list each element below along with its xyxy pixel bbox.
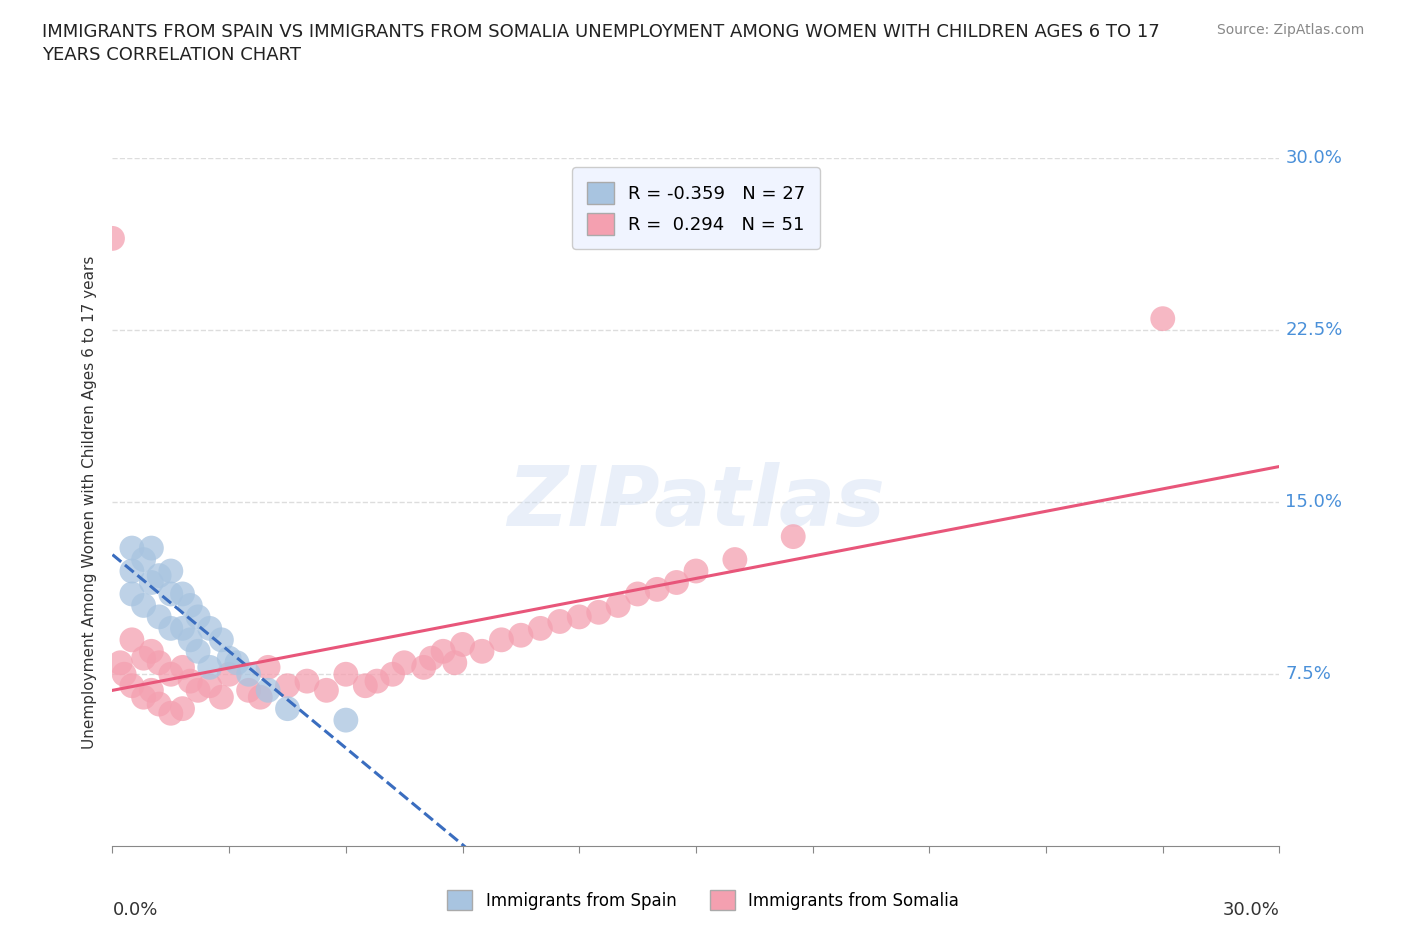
Point <box>627 587 650 602</box>
Point <box>218 667 240 682</box>
Point <box>412 660 434 675</box>
Point <box>509 628 531 643</box>
Text: ZIPatlas: ZIPatlas <box>508 461 884 543</box>
Point <box>187 609 209 624</box>
Point <box>392 656 416 671</box>
Point <box>187 644 209 658</box>
Point <box>685 564 707 578</box>
Point <box>432 644 454 658</box>
Point <box>315 683 337 698</box>
Point <box>121 540 143 555</box>
Point <box>198 660 221 675</box>
Y-axis label: Unemployment Among Women with Children Ages 6 to 17 years: Unemployment Among Women with Children A… <box>82 256 97 749</box>
Point <box>198 678 221 693</box>
Text: 22.5%: 22.5% <box>1285 321 1343 339</box>
Legend: Immigrants from Spain, Immigrants from Somalia: Immigrants from Spain, Immigrants from S… <box>440 884 966 917</box>
Point <box>198 621 221 636</box>
Point <box>471 644 494 658</box>
Point <box>121 632 143 647</box>
Point <box>249 690 271 705</box>
Point <box>179 598 201 613</box>
Text: 30.0%: 30.0% <box>1223 901 1279 920</box>
Point <box>226 656 249 671</box>
Point <box>148 568 170 583</box>
Point <box>645 582 668 597</box>
Point <box>148 697 170 711</box>
Point <box>141 683 163 698</box>
Point <box>160 564 183 578</box>
Point <box>491 632 513 647</box>
Point <box>782 529 804 544</box>
Point <box>366 673 388 688</box>
Text: 7.5%: 7.5% <box>1285 665 1331 684</box>
Point <box>295 673 318 688</box>
Point <box>132 598 155 613</box>
Point <box>160 667 183 682</box>
Point <box>160 706 183 721</box>
Point <box>335 667 357 682</box>
Point <box>141 540 163 555</box>
Point <box>529 621 551 636</box>
Point <box>121 678 143 693</box>
Point <box>132 552 155 567</box>
Text: YEARS CORRELATION CHART: YEARS CORRELATION CHART <box>42 46 301 64</box>
Text: 0.0%: 0.0% <box>112 901 157 920</box>
Point <box>112 667 135 682</box>
Point <box>665 575 688 590</box>
Point <box>209 632 232 647</box>
Point <box>172 701 194 716</box>
Point <box>209 690 232 705</box>
Point <box>568 609 591 624</box>
Point <box>354 678 377 693</box>
Point <box>451 637 474 652</box>
Point <box>238 683 260 698</box>
Point <box>724 552 747 567</box>
Point <box>141 644 163 658</box>
Point <box>160 621 183 636</box>
Point <box>179 632 201 647</box>
Point <box>443 656 465 671</box>
Point <box>148 609 170 624</box>
Point <box>132 690 155 705</box>
Point <box>187 683 209 698</box>
Point <box>179 673 201 688</box>
Point <box>257 683 280 698</box>
Point <box>172 621 194 636</box>
Point <box>335 712 357 727</box>
Point <box>218 651 240 666</box>
Text: 15.0%: 15.0% <box>1285 493 1343 512</box>
Point <box>172 660 194 675</box>
Point <box>172 587 194 602</box>
Point <box>607 598 630 613</box>
Text: Source: ZipAtlas.com: Source: ZipAtlas.com <box>1216 23 1364 37</box>
Point <box>148 656 170 671</box>
Point <box>101 231 124 246</box>
Point <box>548 614 571 629</box>
Point <box>1152 312 1174 326</box>
Point <box>276 678 298 693</box>
Point <box>110 656 132 671</box>
Point <box>121 564 143 578</box>
Point <box>420 651 443 666</box>
Point <box>588 604 610 619</box>
Point <box>121 587 143 602</box>
Point <box>238 667 260 682</box>
Point <box>381 667 404 682</box>
Legend: R = -0.359   N = 27, R =  0.294   N = 51: R = -0.359 N = 27, R = 0.294 N = 51 <box>572 167 820 249</box>
Point <box>257 660 280 675</box>
Point <box>160 587 183 602</box>
Text: IMMIGRANTS FROM SPAIN VS IMMIGRANTS FROM SOMALIA UNEMPLOYMENT AMONG WOMEN WITH C: IMMIGRANTS FROM SPAIN VS IMMIGRANTS FROM… <box>42 23 1160 41</box>
Point <box>141 575 163 590</box>
Point <box>132 651 155 666</box>
Text: 30.0%: 30.0% <box>1285 149 1343 167</box>
Point <box>276 701 298 716</box>
